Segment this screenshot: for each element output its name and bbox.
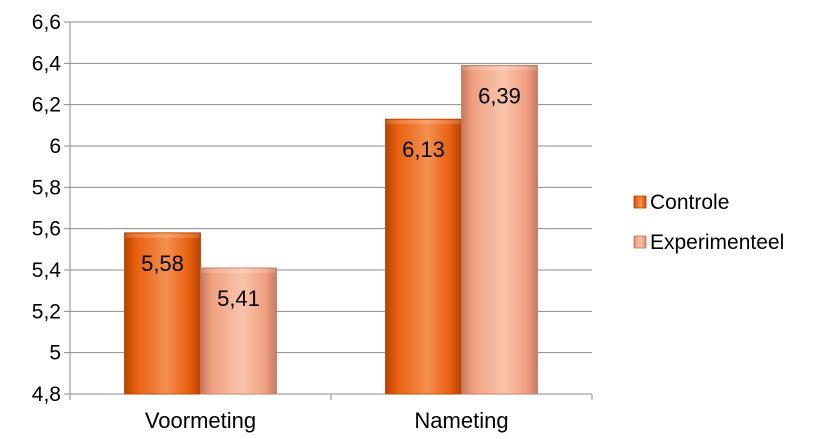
bar-experimenteel-voormeting (200, 267, 277, 395)
data-labels: 5,58 5,41 6,13 6,39 (141, 83, 521, 311)
x-category-label: Nameting (414, 408, 508, 433)
axes: 4,8 5 5,2 5,4 5,6 5,8 6 6,2 6,4 6,6 Voormeting Name… (32, 11, 593, 433)
y-tick-label: 6 (49, 135, 61, 158)
legend: Controle Experimenteel (633, 191, 784, 254)
bars (124, 65, 538, 395)
bar-highlight (201, 268, 276, 273)
y-tick-label: 6,6 (32, 11, 61, 34)
data-label: 5,58 (141, 251, 184, 276)
x-category-label: Voormeting (145, 408, 256, 433)
data-label: 6,39 (478, 83, 521, 108)
bar-experimenteel-nameting (461, 65, 538, 395)
y-tick-label: 6,2 (32, 94, 61, 117)
legend-swatch-experimenteel (633, 235, 647, 249)
bar-controle-voormeting (124, 232, 201, 395)
bar-highlight (462, 66, 537, 71)
legend-label: Experimenteel (650, 231, 784, 254)
y-tick-label: 6,4 (32, 52, 62, 75)
bar-highlight (125, 233, 200, 238)
y-tick-label: 5,2 (32, 300, 61, 323)
bar-controle-nameting (385, 118, 462, 395)
legend-swatch-controle (633, 195, 647, 209)
y-tick-label: 4,8 (32, 383, 61, 406)
y-tick-label: 5 (49, 342, 61, 365)
data-label: 6,13 (402, 137, 445, 162)
y-tick-label: 5,4 (32, 259, 62, 282)
bar-highlight (386, 120, 461, 125)
legend-label: Controle (650, 191, 729, 214)
y-tick-label: 5,8 (32, 176, 61, 199)
y-tick-label: 5,6 (32, 218, 61, 241)
data-label: 5,41 (217, 286, 260, 311)
